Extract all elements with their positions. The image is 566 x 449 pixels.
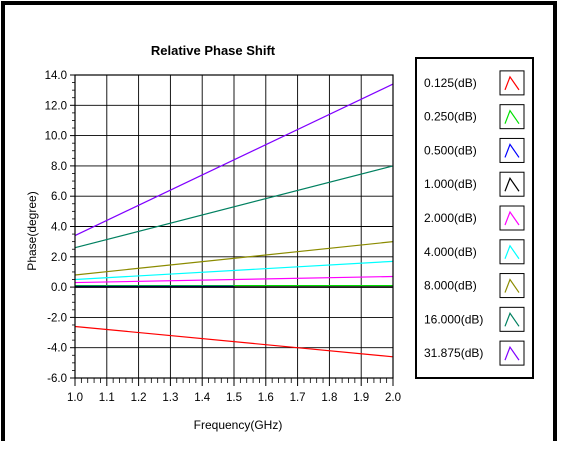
legend-swatch-line <box>504 244 520 260</box>
legend-label: 16.000(dB) <box>424 312 483 326</box>
legend-label: 4.000(dB) <box>424 245 477 259</box>
legend-swatch-line <box>504 312 520 327</box>
x-tick-label: 1.9 <box>353 392 369 404</box>
legend-label: 8.000(dB) <box>424 279 477 293</box>
series-line-0-125-dB <box>74 325 394 358</box>
series-line-16-000-dB <box>74 165 394 249</box>
y-tick-label: -6.0 <box>47 373 67 385</box>
series-line-8-000-dB <box>74 241 394 276</box>
legend-label: 0.500(dB) <box>424 143 477 157</box>
series-lines <box>74 83 394 358</box>
legend-swatch-line <box>504 109 520 125</box>
x-tick-label: 1.3 <box>162 392 178 404</box>
y-tick-label: 10.0 <box>45 131 67 143</box>
x-tick-label: 1.6 <box>258 392 274 404</box>
legend-swatch-line <box>504 345 520 361</box>
x-tick-label: 1.5 <box>226 392 242 404</box>
legend-swatch-box <box>499 239 525 265</box>
legend: 0.125(dB) 0.250(dB) 0.500(dB) 1.000(dB) 2.00… <box>415 57 534 379</box>
relative-phase-shift-chart: Relative Phase Shift 1.0 1.1 1.2 1.3 1.4 1.5 1… <box>25 43 534 432</box>
x-axis-label: Frequency(GHz) <box>194 418 283 432</box>
legend-swatch-line <box>504 210 520 226</box>
y-axis-ticks: -6.0 -4.0 -2.0 0.0 2.0 4.0 6.0 8.0 10.0 12.0 14.0 <box>45 70 75 385</box>
legend-swatch-box <box>499 137 525 163</box>
legend-swatch-line <box>504 75 520 91</box>
x-tick-label: 1.4 <box>194 392 211 404</box>
legend-label: 1.000(dB) <box>424 177 477 191</box>
legend-swatch-line <box>504 278 520 293</box>
series-line-31-875-dB <box>74 83 394 237</box>
x-tick-label: 1.0 <box>67 392 83 404</box>
legend-swatch-box <box>499 171 525 197</box>
chart-title: Relative Phase Shift <box>151 43 276 58</box>
legend-label: 0.250(dB) <box>424 110 477 124</box>
x-tick-label: 1.8 <box>321 392 337 404</box>
y-axis-label: Phase(degree) <box>25 191 39 270</box>
legend-label: 0.125(dB) <box>424 76 477 90</box>
legend-swatch-box <box>499 70 525 96</box>
legend-swatch-box <box>499 340 525 366</box>
series-line-2-000-dB <box>74 275 394 284</box>
y-tick-label: -4.0 <box>47 343 67 355</box>
y-tick-label: 14.0 <box>45 70 67 82</box>
legend-swatch-box <box>499 205 525 231</box>
chart-frame: Relative Phase Shift 1.0 1.1 1.2 1.3 1.4 1.5 1… <box>1 1 557 441</box>
x-tick-label: 1.7 <box>290 392 306 404</box>
y-tick-label: 2.0 <box>51 252 67 264</box>
legend-swatch-box <box>499 273 525 299</box>
series-line-4-000-dB <box>74 260 394 281</box>
x-tick-label: 1.2 <box>131 392 147 404</box>
y-tick-label: -2.0 <box>47 312 67 324</box>
y-tick-label: 6.0 <box>51 191 67 203</box>
x-tick-label: 1.1 <box>99 392 115 404</box>
legend-label: 31.875(dB) <box>424 346 483 360</box>
y-tick-label: 12.0 <box>45 100 67 112</box>
x-axis-ticks: 1.0 1.1 1.2 1.3 1.4 1.5 1.6 1.7 1.8 1.9 2.0 <box>67 378 401 404</box>
y-tick-label: 4.0 <box>51 222 67 234</box>
legend-swatch-line <box>504 176 520 192</box>
legend-swatch-line <box>504 143 520 158</box>
y-tick-label: 0.0 <box>51 282 67 294</box>
legend-label: 2.000(dB) <box>424 211 477 225</box>
grid-lines <box>74 74 394 379</box>
legend-swatch-box <box>499 306 525 332</box>
y-tick-label: 8.0 <box>51 161 67 173</box>
x-tick-label: 2.0 <box>385 392 401 404</box>
legend-swatch-box <box>499 104 525 130</box>
